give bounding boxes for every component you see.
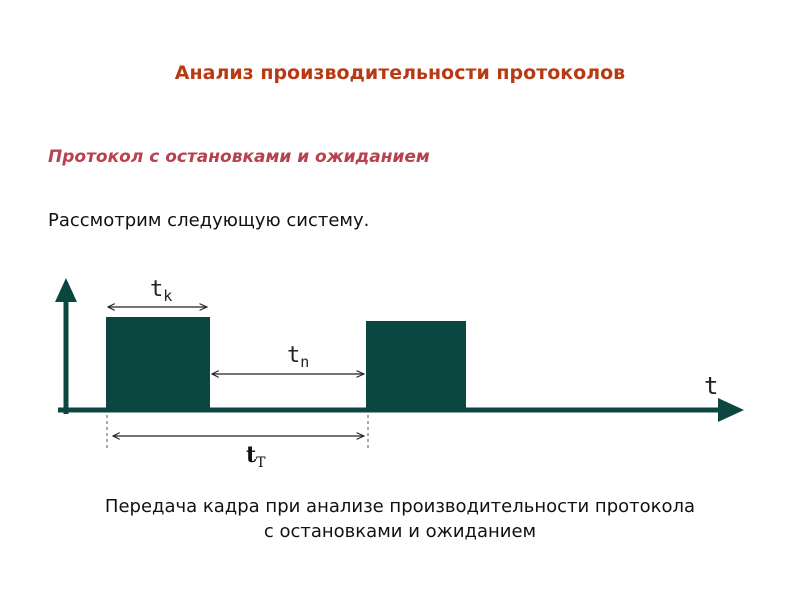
figure-caption: Передача кадра при анализе производитель… (104, 496, 696, 542)
page-title: Анализ производительности протоколов (174, 62, 626, 84)
frame-block-1 (106, 317, 210, 411)
tn-label: tn (287, 343, 309, 371)
intro-text: Рассмотрим следующую систему. (48, 210, 370, 231)
y-axis-arrowhead (55, 278, 77, 302)
timing-diagram: tk tn tT t (55, 277, 744, 471)
section-subtitle: Протокол с остановками и ожиданием (48, 147, 430, 167)
frame-block-2 (366, 321, 466, 411)
tT-label: tT (246, 442, 266, 471)
time-axis-arrowhead (718, 398, 744, 422)
tk-label: tk (150, 277, 172, 305)
time-axis-label: t (704, 372, 718, 400)
